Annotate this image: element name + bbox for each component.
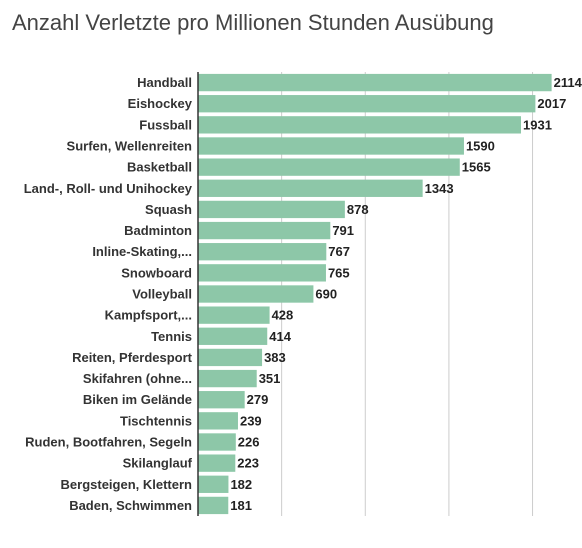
value-label: 181 <box>230 498 252 513</box>
category-label: Skilanglauf <box>123 456 193 471</box>
bar <box>198 348 263 367</box>
category-label: Squash <box>145 202 192 217</box>
value-label: 1343 <box>425 181 454 196</box>
category-label: Volleyball <box>132 287 192 302</box>
bar <box>198 137 464 155</box>
bar <box>198 496 229 515</box>
value-label: 2114 <box>554 75 582 90</box>
bars <box>198 73 552 515</box>
category-label: Surfen, Wellenreiten <box>67 139 193 154</box>
bar <box>198 221 331 240</box>
value-label: 690 <box>315 287 337 302</box>
category-label: Biken im Gelände <box>83 392 192 407</box>
category-label: Kampfsport,... <box>105 308 192 323</box>
category-label: Badminton <box>124 223 192 238</box>
bar <box>198 179 423 197</box>
category-label: Tennis <box>151 329 192 344</box>
category-label: Bergsteigen, Klettern <box>61 477 193 492</box>
category-label: Skifahren (ohne... <box>83 371 192 386</box>
bar <box>198 475 229 493</box>
value-label: 791 <box>332 223 354 238</box>
bar <box>198 264 326 282</box>
value-label: 1590 <box>466 139 495 154</box>
value-label: 383 <box>264 350 286 365</box>
category-label: Handball <box>137 75 192 90</box>
value-label: 765 <box>328 265 350 280</box>
category-label: Tischtennis <box>120 413 192 428</box>
value-label: 414 <box>269 329 291 344</box>
category-label: Fussball <box>139 117 192 132</box>
category-labels: Handball Eishockey Fussball Surfen, Wellenr… <box>24 75 193 513</box>
category-label: Reiten, Pferdesport <box>72 350 193 365</box>
bar <box>198 327 268 345</box>
value-label: 2017 <box>537 96 566 111</box>
category-label: Baden, Schwimmen <box>69 498 192 513</box>
bar <box>198 73 552 92</box>
category-label: Eishockey <box>128 96 193 111</box>
value-label: 279 <box>247 392 269 407</box>
category-label: Snowboard <box>121 265 192 280</box>
bar <box>198 306 270 324</box>
bar <box>198 369 257 388</box>
value-label: 1565 <box>462 160 491 175</box>
bar <box>198 116 522 134</box>
value-label: 767 <box>328 244 350 259</box>
value-label: 878 <box>347 202 369 217</box>
value-label: 239 <box>240 413 262 428</box>
bar <box>198 285 314 303</box>
value-label: 226 <box>238 435 260 450</box>
chart-title: Anzahl Verletzte pro Millionen Stunden A… <box>12 10 494 35</box>
bar <box>198 391 245 409</box>
bar <box>198 433 236 451</box>
category-label: Inline-Skating,... <box>92 244 192 259</box>
bar <box>198 243 327 261</box>
bar <box>198 200 345 219</box>
bar <box>198 95 536 113</box>
bar <box>198 412 238 430</box>
value-label: 428 <box>272 308 294 323</box>
value-label: 1931 <box>523 117 552 132</box>
value-label: 223 <box>237 456 259 471</box>
value-label: 351 <box>259 371 281 386</box>
value-label: 182 <box>230 477 252 492</box>
category-label: Basketball <box>127 160 192 175</box>
category-label: Land-, Roll- und Unihockey <box>24 181 193 196</box>
value-labels: 2114 2017 1931 1590 1565 1343 878 791 767 765 690 4… <box>230 75 582 513</box>
bar <box>198 454 236 472</box>
category-label: Ruden, Bootfahren, Segeln <box>25 435 192 450</box>
bar <box>198 158 460 176</box>
